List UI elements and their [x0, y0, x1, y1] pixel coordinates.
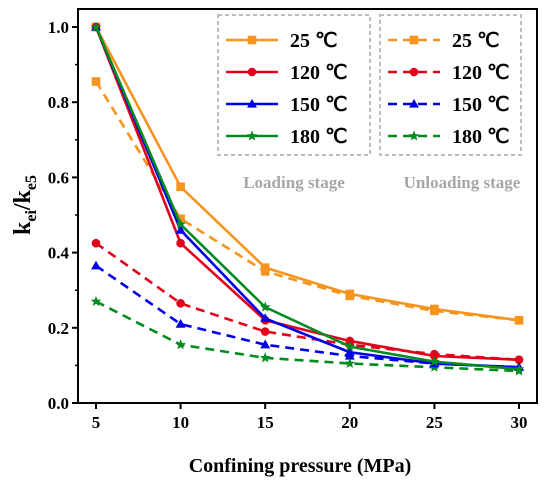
- legend-label: 180 ℃: [452, 126, 509, 148]
- data-point: [176, 238, 185, 248]
- legend-label: 180 ℃: [290, 126, 347, 148]
- series-unloading-6: [91, 260, 524, 371]
- legend-marker: [409, 35, 419, 45]
- y-axis-title-sub1: ei: [23, 210, 40, 222]
- series-unloading-5: [91, 238, 524, 365]
- legend-box: [379, 14, 522, 156]
- legend-marker: [408, 130, 420, 141]
- legend-marker: [247, 67, 257, 77]
- y-tick-label: 0.2: [48, 319, 69, 338]
- legend-label: 150 ℃: [452, 94, 509, 116]
- legend-label: 25 ℃: [290, 30, 337, 52]
- plot-frame: [77, 8, 538, 404]
- x-tick-label: 25: [426, 413, 443, 432]
- y-tick-label: 0.6: [48, 168, 69, 187]
- data-point: [344, 347, 355, 356]
- legend-title: Unloading stage: [404, 173, 521, 192]
- y-axis-title-main: k: [10, 221, 36, 235]
- x-tick-label: 20: [341, 413, 358, 432]
- data-point: [514, 355, 524, 365]
- data-point: [175, 339, 186, 350]
- y-axis-title-sep: /k: [10, 189, 36, 211]
- data-point: [430, 304, 439, 314]
- data-point: [260, 339, 271, 349]
- data-point: [260, 327, 270, 336]
- data-point: [91, 77, 101, 86]
- x-axis-title: Confining pressure (MPa): [189, 455, 412, 477]
- series-layer: [90, 21, 525, 376]
- data-point: [344, 341, 356, 352]
- data-point: [344, 357, 356, 369]
- data-point: [90, 295, 102, 306]
- legend-box: [217, 14, 371, 156]
- y-tick-label: 1.0: [48, 18, 69, 37]
- data-point: [175, 218, 186, 229]
- legend-marker: [247, 35, 257, 45]
- data-point: [345, 336, 355, 346]
- data-point: [260, 263, 270, 272]
- data-point: [91, 238, 101, 248]
- x-tick-label: 10: [172, 413, 189, 432]
- series-line: [95, 242, 520, 362]
- data-point: [259, 352, 271, 363]
- data-point: [345, 289, 355, 299]
- legend-marker: [409, 98, 419, 108]
- legend-layer: 25 ℃ 120 ℃ 150 ℃ 180 ℃ Loading stage 25 ℃ 120 …: [217, 14, 522, 192]
- x-tick-label: 30: [511, 413, 528, 432]
- data-point: [429, 356, 440, 367]
- ticks-layer: 5 10 15 20 25 30 0.0 0.2 0.4 0.6 0.8 1.0: [48, 18, 528, 432]
- data-point: [430, 351, 439, 361]
- data-point: [90, 21, 102, 32]
- legend-marker: [409, 67, 419, 77]
- legend-label: 150 ℃: [290, 94, 347, 116]
- data-point: [513, 363, 525, 374]
- data-point: [175, 224, 186, 234]
- data-point: [176, 182, 185, 192]
- x-tick-label: 5: [92, 413, 101, 432]
- series-loading-3: [90, 21, 525, 374]
- legend-marker: [246, 130, 258, 141]
- legend-label: 120 ℃: [290, 62, 347, 84]
- data-point: [176, 299, 185, 308]
- y-tick-label: 0.8: [48, 93, 69, 112]
- data-point: [514, 315, 524, 325]
- legend-label: 25 ℃: [452, 30, 499, 52]
- legend-loading: 25 ℃ 120 ℃ 150 ℃ 180 ℃ Loading stage: [217, 14, 371, 192]
- series-line: [94, 80, 520, 322]
- y-tick-label: 0.0: [48, 394, 69, 413]
- legend-label: 120 ℃: [452, 62, 509, 84]
- series-line: [94, 26, 520, 362]
- data-point: [259, 301, 271, 312]
- data-point: [91, 260, 101, 270]
- series-line: [94, 26, 520, 322]
- legend-unloading: 25 ℃ 120 ℃ 150 ℃ 180 ℃ Unloading stage: [379, 14, 522, 192]
- y-tick-label: 0.4: [48, 244, 70, 263]
- y-axis-title-sub2: e5: [23, 175, 40, 190]
- data-point: [260, 313, 271, 323]
- y-axis-title: kei/ke5: [10, 175, 40, 235]
- series-line: [95, 300, 520, 373]
- legend-title: Loading stage: [243, 173, 345, 192]
- legend-marker: [247, 98, 257, 108]
- x-tick-label: 15: [257, 413, 274, 432]
- series-line: [94, 26, 520, 371]
- data-point: [176, 214, 185, 224]
- series-line: [95, 264, 520, 369]
- data-point: [175, 318, 186, 328]
